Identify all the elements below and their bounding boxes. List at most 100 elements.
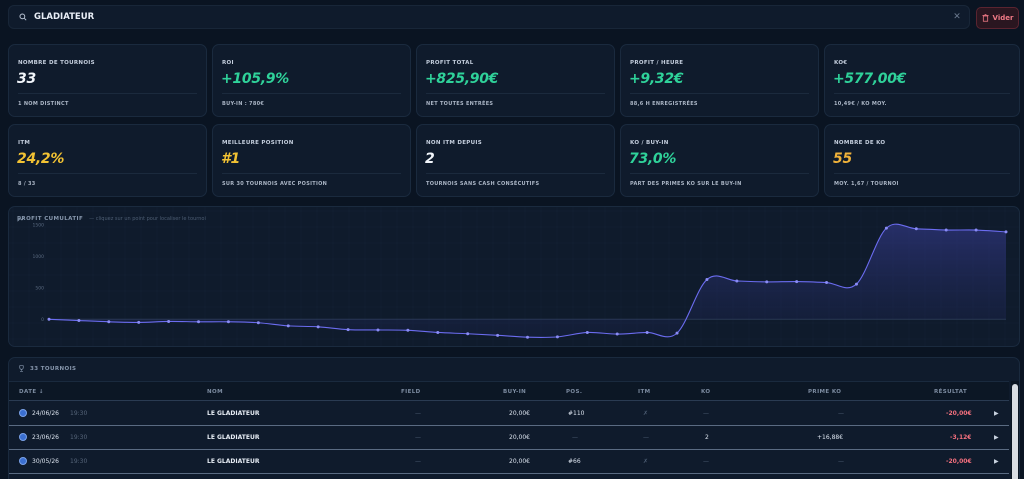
data-point[interactable] (256, 321, 260, 325)
table-title: 33 TOURNOIS (18, 365, 76, 372)
col-prime-ko[interactable]: PRIME KO (808, 389, 842, 395)
data-point[interactable] (675, 331, 679, 335)
data-point[interactable] (795, 280, 799, 284)
stat-sub: NET TOUTES ENTRÉES (426, 101, 494, 107)
data-point[interactable] (107, 320, 111, 324)
divider (426, 173, 605, 174)
data-point[interactable] (854, 282, 858, 286)
data-point[interactable] (316, 325, 320, 329)
data-point[interactable] (555, 335, 559, 339)
stat-value: 73,0% (629, 151, 677, 167)
data-point[interactable] (884, 226, 888, 230)
stat-label: NOMBRE DE KO (834, 140, 886, 146)
stat-sub: BUY-IN : 780€ (222, 101, 265, 107)
col-pos[interactable]: POS. (566, 389, 583, 395)
data-point[interactable] (286, 324, 290, 328)
data-point[interactable] (436, 330, 440, 334)
trend-icon (17, 216, 25, 222)
data-point[interactable] (825, 281, 829, 285)
data-point[interactable] (197, 320, 201, 324)
row-pos: #66 (568, 458, 581, 465)
play-icon[interactable]: ▶ (994, 410, 999, 417)
table-row[interactable]: 24/06/26 19:30 LE GLADIATEUR — 20,00€ #1… (9, 402, 1009, 426)
stat-card-ko-count: NOMBRE DE KO 55 MOY. 1,67 / TOURNOI (824, 124, 1020, 197)
flag-icon (19, 409, 27, 417)
data-point[interactable] (137, 320, 141, 324)
col-date[interactable]: DATE ↓ (19, 389, 44, 395)
data-point[interactable] (705, 278, 709, 282)
divider (222, 173, 401, 174)
stat-card-itm: ITM 24,2% 8 / 33 (8, 124, 207, 197)
data-point[interactable] (914, 227, 918, 231)
stat-sub: 8 / 33 (18, 181, 36, 187)
stat-card-roi: ROI +105,9% BUY-IN : 780€ (212, 44, 411, 117)
data-point[interactable] (376, 328, 380, 332)
data-point[interactable] (526, 335, 529, 339)
data-point[interactable] (47, 317, 51, 321)
data-point[interactable] (1004, 230, 1008, 234)
col-buyin[interactable]: BUY-IN (503, 389, 527, 395)
stat-sub: TOURNOIS SANS CASH CONSÉCUTIFS (426, 181, 540, 187)
stat-sub: PART DES PRIMES KO SUR LE BUY-IN (630, 181, 742, 187)
row-ko: 2 (705, 434, 709, 441)
stat-value: +105,9% (221, 71, 289, 87)
row-pos: — (572, 434, 578, 441)
stat-label: MEILLEURE POSITION (222, 140, 294, 146)
col-name[interactable]: NOM (207, 389, 223, 395)
table-row[interactable]: 30/05/26 19:30 LE GLADIATEUR — 20,00€ #6… (9, 450, 1009, 474)
col-ko[interactable]: KO (701, 389, 711, 395)
stat-card-best-position: MEILLEURE POSITION #1 SUR 30 TOURNOIS AV… (212, 124, 411, 197)
y-tick-label: 0 (41, 317, 44, 323)
stat-card-tournament-count: NOMBRE DE TOURNOIS 33 1 NOM DISTINCT (8, 44, 207, 117)
row-field: — (415, 458, 421, 465)
search-input[interactable] (34, 6, 947, 28)
data-point[interactable] (496, 333, 500, 337)
data-point[interactable] (645, 330, 649, 334)
stat-sub: 88,6 H ENREGISTRÉES (630, 101, 698, 107)
data-point[interactable] (346, 328, 350, 332)
stat-card-non-itm-streak: NON ITM DEPUIS 2 TOURNOIS SANS CASH CONS… (416, 124, 615, 197)
stat-card-ko-per-buyin: KO / BUY-IN 73,0% PART DES PRIMES KO SUR… (620, 124, 819, 197)
data-point[interactable] (585, 330, 589, 334)
search-icon (12, 13, 34, 21)
data-point[interactable] (765, 280, 769, 284)
divider (630, 93, 809, 94)
stat-value: 55 (833, 151, 852, 167)
row-name: LE GLADIATEUR (207, 458, 260, 465)
trash-icon (981, 14, 989, 22)
data-point[interactable] (944, 228, 948, 232)
table-row[interactable]: 23/06/26 19:30 LE GLADIATEUR — 20,00€ — … (9, 426, 1009, 450)
data-point[interactable] (226, 320, 230, 324)
y-tick-label: 500 (35, 285, 44, 291)
data-point[interactable] (77, 319, 81, 323)
divider (426, 93, 605, 94)
data-point[interactable] (167, 319, 171, 323)
data-point[interactable] (735, 279, 739, 283)
stat-value: +825,90€ (425, 71, 499, 87)
row-prime-ko: +16,88€ (817, 434, 844, 441)
stat-sub: 1 NOM DISTINCT (18, 101, 69, 107)
stat-label: KO€ (834, 60, 848, 66)
clear-button-label: Vider (992, 14, 1014, 22)
row-result: -20,00€ (946, 410, 972, 417)
divider (834, 93, 1010, 94)
row-itm: — (643, 434, 649, 441)
search-bar: ✕ (8, 5, 970, 29)
scrollbar-thumb[interactable] (1012, 384, 1018, 479)
data-point[interactable] (406, 328, 410, 332)
data-point[interactable] (974, 228, 978, 232)
play-icon[interactable]: ▶ (994, 458, 999, 465)
col-field[interactable]: FIELD (401, 389, 421, 395)
close-icon[interactable]: ✕ (953, 12, 961, 22)
row-date: 24/06/26 (32, 410, 59, 417)
row-time: 19:30 (70, 410, 88, 417)
divider (18, 173, 197, 174)
data-point[interactable] (615, 332, 619, 336)
data-point[interactable] (466, 332, 470, 336)
play-icon[interactable]: ▶ (994, 434, 999, 441)
stat-value: 24,2% (17, 151, 65, 167)
col-itm[interactable]: ITM (638, 389, 651, 395)
col-result[interactable]: RÉSULTAT (934, 389, 968, 395)
profit-chart-panel: 1500 1000 500 0 PROFIT CUMULATIF — cliquez … (8, 206, 1020, 347)
clear-button[interactable]: Vider (976, 7, 1019, 29)
